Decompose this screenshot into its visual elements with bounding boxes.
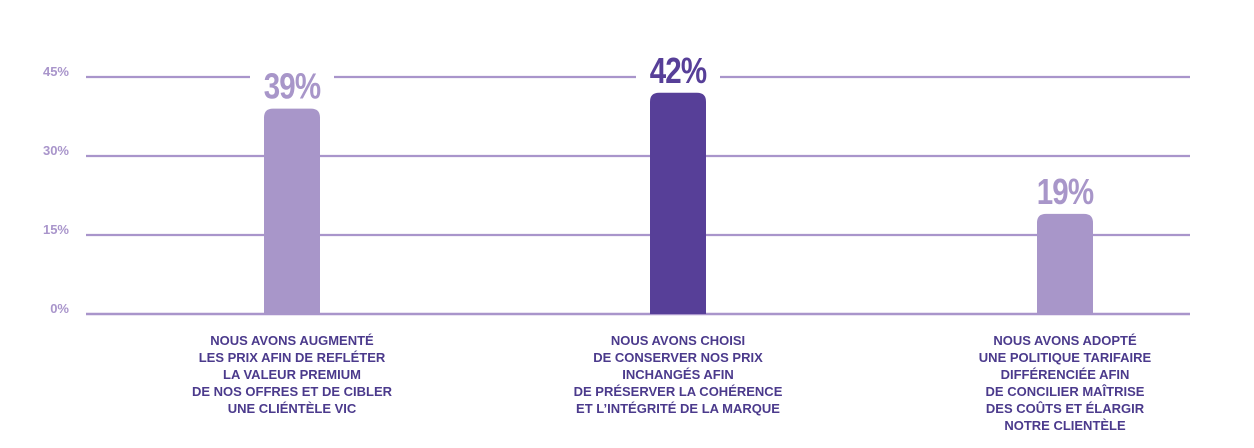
- y-tick-label: 0%: [50, 301, 69, 316]
- category-label-line: UNE CLIÉNTÈLE VIC: [228, 401, 357, 416]
- value-label: 39%: [264, 66, 321, 106]
- category-label-line: DE PRÉSERVER LA COHÉRENCE: [574, 384, 783, 399]
- y-tick-label: 30%: [43, 143, 69, 158]
- category-label-line: DES COÛTS ET ÉLARGIR: [986, 401, 1145, 416]
- bar: [650, 92, 706, 314]
- category-label-line: DE CONSERVER NOS PRIX: [593, 350, 763, 365]
- category-label-line: LA VALEUR PREMIUM: [223, 367, 361, 382]
- value-label-background: [250, 68, 334, 107]
- category-label-line: DIFFÉRENCIÉE AFIN: [1001, 367, 1130, 382]
- category-label-line: NOTRE CLIENTÈLE: [1004, 418, 1126, 433]
- category-label-line: NOUS AVONS AUGMENTÉ: [210, 333, 374, 348]
- category-label-line: INCHANGÉS AFIN: [622, 367, 733, 382]
- bars: [264, 92, 1093, 314]
- y-axis-ticks: 0% 15% 30% 45%: [43, 64, 69, 316]
- value-labels: 39% 42% 19%: [250, 50, 1107, 212]
- category-label: NOUS AVONS AUGMENTÉ LES PRIX AFIN DE REFL…: [192, 333, 393, 416]
- category-label-line: DE CONCILIER MAÎTRISE: [986, 384, 1145, 399]
- category-label-line: DE NOS OFFRES ET DE CIBLER: [192, 384, 393, 399]
- value-label: 42%: [650, 50, 707, 90]
- bar: [264, 108, 320, 314]
- category-label-line: ET L’INTÉGRITÉ DE LA MARQUE: [576, 401, 780, 416]
- value-label: 19%: [1037, 171, 1094, 211]
- category-label-line: UNE POLITIQUE TARIFAIRE: [979, 350, 1152, 365]
- y-tick-label: 15%: [43, 222, 69, 237]
- category-label-line: NOUS AVONS CHOISI: [611, 333, 745, 348]
- bar: [1037, 213, 1093, 314]
- value-label-background: [1023, 173, 1107, 212]
- category-labels: NOUS AVONS AUGMENTÉ LES PRIX AFIN DE REFL…: [192, 333, 1152, 433]
- category-label: NOUS AVONS ADOPTÉ UNE POLITIQUE TARIFAIRE…: [979, 333, 1152, 433]
- value-label-background: [636, 52, 720, 91]
- y-tick-label: 45%: [43, 64, 69, 79]
- category-label-line: LES PRIX AFIN DE REFLÉTER: [199, 350, 386, 365]
- category-label: NOUS AVONS CHOISI DE CONSERVER NOS PRIX IN…: [574, 333, 783, 416]
- category-label-line: NOUS AVONS ADOPTÉ: [993, 333, 1137, 348]
